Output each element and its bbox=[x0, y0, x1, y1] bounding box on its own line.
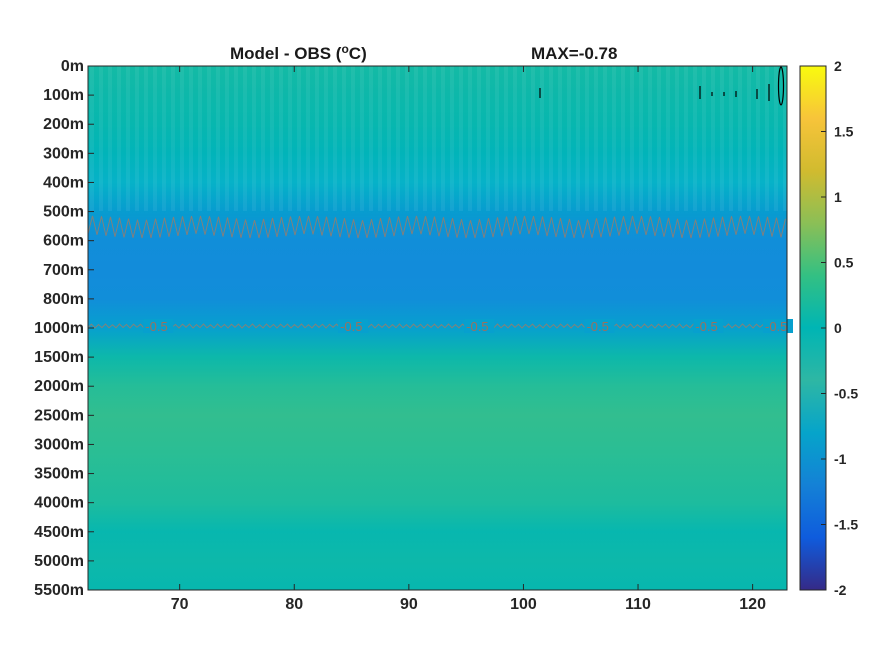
x-tick-label: 110 bbox=[625, 596, 651, 613]
y-tick-label: 800m bbox=[43, 291, 84, 308]
title-left: Model - OBS ( bbox=[230, 44, 342, 63]
title-unit-sup: o bbox=[341, 42, 348, 56]
colorbar-tick-label: -1 bbox=[834, 451, 847, 467]
title-unit-rest: C) bbox=[349, 44, 367, 63]
y-tick-label: 2500m bbox=[34, 407, 84, 424]
colorbar-tick-label: 0 bbox=[834, 320, 842, 336]
contour-line-upper bbox=[87, 215, 786, 239]
y-tick-label: 4000m bbox=[34, 495, 84, 512]
x-axis: 70 80 90 100 110 120 bbox=[171, 66, 766, 613]
contour-label: -0.5 bbox=[340, 319, 362, 334]
contour-label: -0.5 bbox=[765, 319, 787, 334]
contour-label-bg bbox=[143, 319, 174, 333]
colorbar: 2 1.5 1 0.5 0 -0.5 -1 -1.5 -2 bbox=[799, 58, 858, 598]
y-tick-label: 1000m bbox=[34, 320, 84, 337]
y-tick-label: 300m bbox=[43, 145, 84, 162]
y-tick-label: 5000m bbox=[34, 553, 84, 570]
contour-label-bg bbox=[763, 319, 793, 333]
y-tick-label: 700m bbox=[43, 262, 84, 279]
y-tick-label: 200m bbox=[43, 116, 84, 133]
y-tick-label: 4500m bbox=[34, 524, 84, 541]
plot-area: -0.5 -0.5 -0.5 -0.5 -0.5 -0.5 bbox=[87, 65, 793, 591]
chart-max-label: MAX=-0.78 bbox=[531, 44, 617, 63]
contour-label-bg bbox=[464, 319, 495, 333]
colorbar-tick-label: 1.5 bbox=[834, 124, 854, 140]
x-tick-label: 70 bbox=[171, 596, 189, 613]
contour-label-bg bbox=[584, 319, 615, 333]
max-markers bbox=[539, 66, 785, 106]
y-tick-label: 100m bbox=[43, 87, 84, 104]
contour-label: -0.5 bbox=[695, 319, 717, 334]
colorbar-tick-label: 2 bbox=[834, 58, 842, 74]
x-tick-label: 90 bbox=[400, 596, 418, 613]
contour-line-lower bbox=[87, 323, 785, 329]
y-tick-label: 400m bbox=[43, 174, 84, 191]
surface-stripes bbox=[88, 66, 787, 211]
y-tick-label: 2000m bbox=[34, 378, 84, 395]
colorbar-tick-label: -0.5 bbox=[834, 386, 858, 402]
y-tick-label: 600m bbox=[43, 233, 84, 250]
y-tick-label: 0m bbox=[61, 58, 84, 75]
contour-label-bg bbox=[693, 319, 724, 333]
colorbar-tick-label: -2 bbox=[834, 582, 847, 598]
y-tick-label: 5500m bbox=[34, 582, 84, 599]
contour-label: -0.5 bbox=[586, 319, 608, 334]
chart-title: Model - OBS (oC) bbox=[230, 42, 367, 63]
colorbar-tick-label: 1 bbox=[834, 189, 842, 205]
contour-label: -0.5 bbox=[466, 319, 488, 334]
x-tick-label: 100 bbox=[510, 596, 537, 613]
y-tick-label: 1500m bbox=[34, 349, 84, 366]
y-tick-label: 3000m bbox=[34, 436, 84, 453]
y-tick-label: 3500m bbox=[34, 466, 84, 483]
contour-label-bg bbox=[338, 319, 369, 333]
y-axis: 0m 100m 200m 300m 400m 500m 600m 700m 800m 1000m 1… bbox=[34, 58, 94, 599]
colorbar-tick-label: -1.5 bbox=[834, 517, 858, 533]
x-tick-label: 80 bbox=[285, 596, 303, 613]
y-tick-label: 500m bbox=[43, 204, 84, 221]
x-tick-label: 120 bbox=[739, 596, 766, 613]
contour-label: -0.5 bbox=[145, 319, 167, 334]
colorbar-tick-label: 0.5 bbox=[834, 255, 854, 271]
